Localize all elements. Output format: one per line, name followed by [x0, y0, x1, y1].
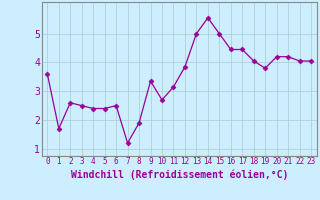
X-axis label: Windchill (Refroidissement éolien,°C): Windchill (Refroidissement éolien,°C) [70, 169, 288, 180]
